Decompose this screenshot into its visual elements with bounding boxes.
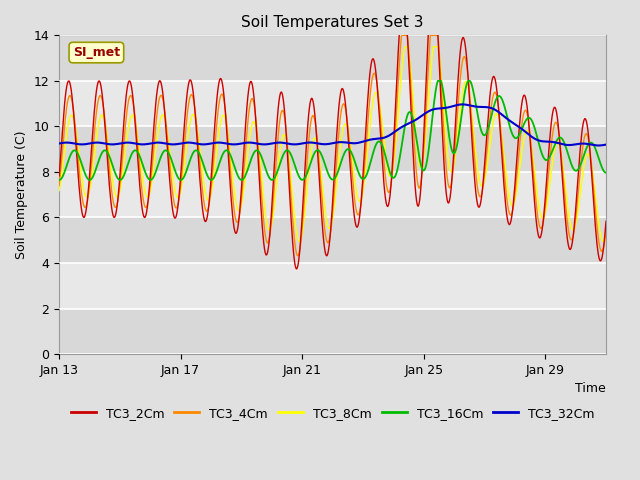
Bar [59,126,606,172]
X-axis label: Time: Time [575,383,606,396]
Y-axis label: Soil Temperature (C): Soil Temperature (C) [15,131,28,259]
Title: Soil Temperatures Set 3: Soil Temperatures Set 3 [241,15,424,30]
Bar [59,217,606,263]
Bar [59,36,606,81]
Text: SI_met: SI_met [73,46,120,59]
Bar [59,309,606,354]
Legend: TC3_2Cm, TC3_4Cm, TC3_8Cm, TC3_16Cm, TC3_32Cm: TC3_2Cm, TC3_4Cm, TC3_8Cm, TC3_16Cm, TC3… [65,402,600,425]
